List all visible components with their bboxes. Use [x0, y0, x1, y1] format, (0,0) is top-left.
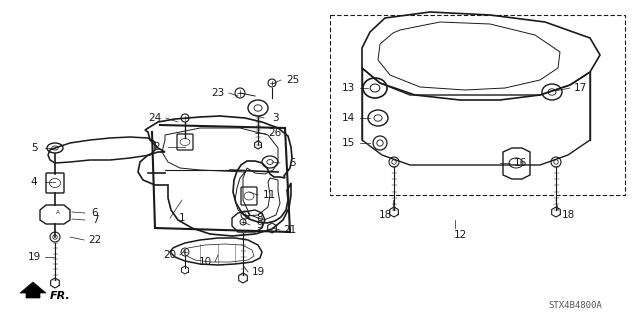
Text: 14: 14: [341, 113, 355, 123]
Text: 22: 22: [88, 235, 102, 245]
Text: 15: 15: [341, 138, 355, 148]
Text: 8: 8: [257, 213, 263, 223]
Text: 18: 18: [378, 210, 392, 220]
Text: 5: 5: [31, 143, 37, 153]
Text: 1: 1: [179, 213, 186, 223]
Text: 19: 19: [252, 267, 264, 277]
Text: 6: 6: [92, 208, 99, 218]
Text: 16: 16: [513, 158, 527, 168]
Text: 9: 9: [257, 220, 263, 230]
Text: 23: 23: [211, 88, 225, 98]
Text: 13: 13: [341, 83, 355, 93]
Polygon shape: [20, 282, 46, 298]
Text: 20: 20: [163, 250, 177, 260]
Text: 21: 21: [284, 225, 296, 235]
Text: A: A: [56, 211, 60, 216]
Text: 12: 12: [453, 230, 467, 240]
Text: 3: 3: [272, 113, 278, 123]
Text: 26: 26: [268, 128, 282, 138]
Text: 17: 17: [573, 83, 587, 93]
Text: 11: 11: [262, 190, 276, 200]
Text: STX4B4800A: STX4B4800A: [548, 300, 602, 309]
Text: 25: 25: [286, 75, 300, 85]
Text: FR.: FR.: [50, 291, 71, 301]
Text: 18: 18: [561, 210, 575, 220]
Text: 4: 4: [31, 177, 37, 187]
Text: 19: 19: [28, 252, 40, 262]
Text: 5: 5: [289, 158, 295, 168]
Text: 24: 24: [148, 113, 162, 123]
Text: 10: 10: [198, 257, 212, 267]
Bar: [330, 15, 625, 195]
Text: 7: 7: [92, 215, 99, 225]
Text: 2: 2: [154, 142, 160, 152]
